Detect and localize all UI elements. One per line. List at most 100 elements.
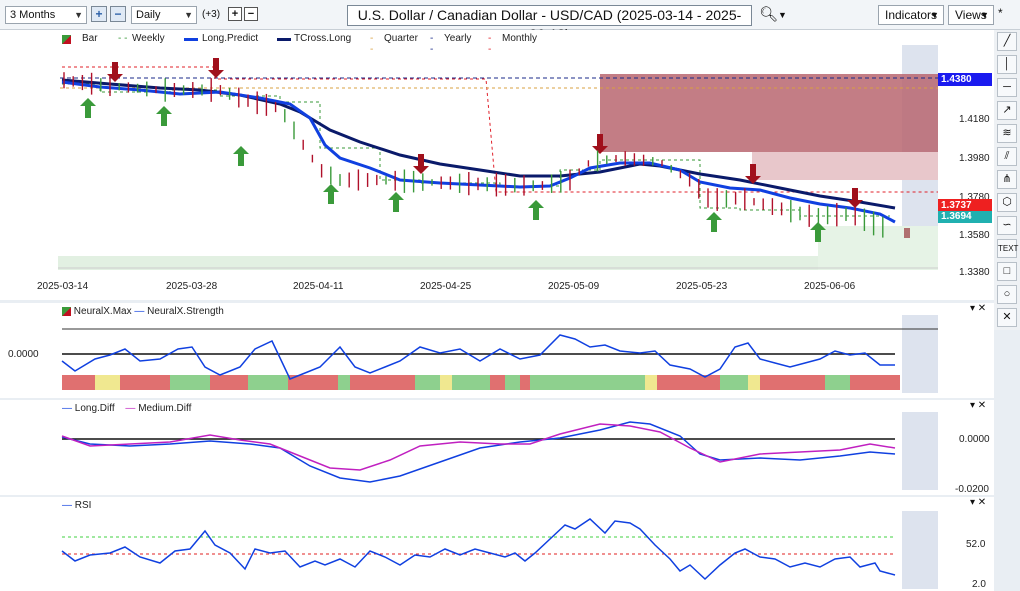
price-chart[interactable] — [0, 30, 994, 300]
neuralx-block — [720, 375, 748, 390]
neuralx-block — [120, 375, 133, 390]
diff-chart[interactable] — [0, 400, 994, 495]
legend-long-diff: Long.Diff — [74, 403, 115, 414]
pin-icon[interactable]: * — [998, 6, 1003, 20]
bar-legend-icon — [62, 35, 71, 44]
chevron-down-icon: ▼ — [980, 10, 989, 20]
price-label: 1.3380 — [959, 267, 990, 278]
long-diff-line — [61, 421, 896, 483]
diff-axis-label: -0.0200 — [955, 484, 989, 495]
legend-tcross-long: TCross.Long — [294, 33, 352, 44]
rectangle-tool-icon[interactable]: □ — [997, 262, 1017, 281]
date-label: 2025-05-23 — [676, 281, 728, 292]
neuralx-block — [505, 375, 520, 390]
medium-diff-icon: — — [125, 403, 136, 414]
yearly-price-tag: 1.4380 — [938, 73, 992, 86]
overlay-count: (+3) — [202, 9, 221, 20]
date-label: 2025-06-06 — [804, 281, 856, 292]
date-label: 2025-04-11 — [293, 281, 344, 292]
indicators-label: Indicators — [885, 8, 938, 22]
neuralx-max-blocks — [62, 375, 900, 390]
neuralx-block — [645, 375, 657, 390]
indicators-button[interactable]: Indicators ▼ — [878, 5, 944, 25]
zoom-in-button[interactable]: + — [91, 6, 107, 22]
fibonacci-tool-icon[interactable]: ≋ — [997, 124, 1017, 143]
remove-overlay-button[interactable]: − — [244, 7, 258, 21]
sell-arrow-icon — [208, 58, 224, 78]
toolbar: 3 Months ▼ + − Daily ▼ (+3) + − U.S. Dolla… — [0, 0, 1020, 42]
text-tool-icon[interactable]: TEXT — [997, 239, 1018, 258]
delete-tool-icon[interactable]: ✕ — [997, 308, 1017, 327]
buy-arrow-icon — [80, 98, 96, 118]
legend-neuralx-strength: NeuralX.Strength — [147, 306, 224, 317]
sell-arrow-icon — [592, 134, 608, 154]
legend-bar: Bar — [82, 33, 98, 44]
ellipse-tool-icon[interactable]: ○ — [997, 285, 1017, 304]
chevron-down-icon[interactable]: ▼ — [778, 10, 787, 20]
symbol-title[interactable]: U.S. Dollar / Canadian Dollar - USD/CAD … — [347, 5, 752, 42]
sell-arrow-icon — [745, 164, 761, 184]
zoom-out-button[interactable]: − — [110, 6, 126, 22]
legend-rsi: RSI — [74, 500, 92, 511]
weekly-legend-icon: - - — [118, 33, 128, 44]
neuralx-block — [490, 375, 505, 390]
rsi-legend: — RSI — [62, 500, 91, 511]
neuralx-block — [95, 375, 120, 390]
ray-tool-icon[interactable]: ↗ — [997, 101, 1017, 120]
marker-tool-icon[interactable]: ⬡ — [997, 193, 1017, 212]
monthly-legend-icon: - - — [488, 33, 492, 55]
add-overlay-button[interactable]: + — [228, 7, 242, 21]
channel-tool-icon[interactable]: ⫽ — [997, 147, 1017, 166]
sell-arrow-icon — [107, 62, 123, 82]
price-label: 1.3780 — [959, 192, 990, 203]
collapse-icon[interactable]: ▾ ✕ — [970, 497, 987, 508]
pitchfork-tool-icon[interactable]: ⋔ — [997, 170, 1017, 189]
horizontal-line-tool-icon[interactable]: ─ — [997, 78, 1017, 97]
neuralx-block — [545, 375, 645, 390]
price-bars — [63, 72, 884, 238]
green-zone-2 — [818, 226, 938, 270]
neuralx-block — [288, 375, 338, 390]
legend-monthly: Monthly — [502, 33, 538, 44]
neuralx-block — [825, 375, 850, 390]
projection-bar — [904, 228, 910, 238]
neuralx-strength-icon: — — [134, 306, 145, 317]
legend-neuralx-max: NeuralX.Max — [73, 306, 132, 317]
collapse-icon[interactable]: ▾ ✕ — [970, 303, 987, 314]
neuralx-block — [210, 375, 248, 390]
range-value: 3 Months — [10, 9, 56, 21]
neuralx-block — [170, 375, 210, 390]
green-zone — [58, 256, 938, 270]
neuralx-strength-line — [61, 334, 895, 380]
neuralx-panel[interactable]: NeuralX.Max — NeuralX.Strength 0.0000 ▾ … — [0, 303, 994, 398]
long-predict-line — [61, 80, 896, 224]
current-price-tag: 1.3737 — [938, 199, 992, 212]
neuralx-block — [850, 375, 900, 390]
buy-arrow-icon — [156, 106, 172, 126]
vertical-line-tool-icon[interactable]: │ — [997, 55, 1017, 74]
resistance-zone — [600, 74, 938, 152]
rsi-chart[interactable] — [0, 497, 994, 591]
interval-select[interactable]: Daily ▼ — [131, 6, 197, 24]
sell-arrow-icon — [413, 154, 429, 174]
diff-panel[interactable]: — Long.Diff — Medium.Diff 0.0000 -0.0200… — [0, 400, 994, 495]
buy-arrow-icon — [323, 184, 339, 204]
legend-long-predict: Long.Predict — [202, 33, 259, 44]
collapse-icon[interactable]: ▾ ✕ — [970, 400, 987, 411]
predict-price-tag: 1.3694 — [938, 211, 992, 223]
views-button[interactable]: Views ▼ — [948, 5, 994, 25]
buy-arrow-icon — [388, 192, 404, 212]
search-icon[interactable]: 🔍︎ — [759, 6, 779, 23]
legend-medium-diff: Medium.Diff — [138, 403, 192, 414]
wave-tool-icon[interactable]: ∽ — [997, 216, 1017, 235]
rsi-panel[interactable]: — RSI 52.0 2.0 ▾ ✕ — [0, 497, 994, 591]
diff-axis-label: 0.0000 — [959, 434, 990, 445]
diff-legend: — Long.Diff — Medium.Diff — [62, 403, 191, 414]
neuralx-chart[interactable] — [0, 303, 994, 398]
trend-line-tool-icon[interactable]: ╱ — [997, 32, 1017, 51]
neuralx-block — [350, 375, 415, 390]
chevron-down-icon: ▼ — [930, 10, 939, 20]
price-panel[interactable]: Bar - - Weekly Long.Predict TCross.Long … — [0, 30, 1020, 300]
range-select[interactable]: 3 Months ▼ — [5, 6, 87, 24]
buy-arrow-icon — [528, 200, 544, 220]
